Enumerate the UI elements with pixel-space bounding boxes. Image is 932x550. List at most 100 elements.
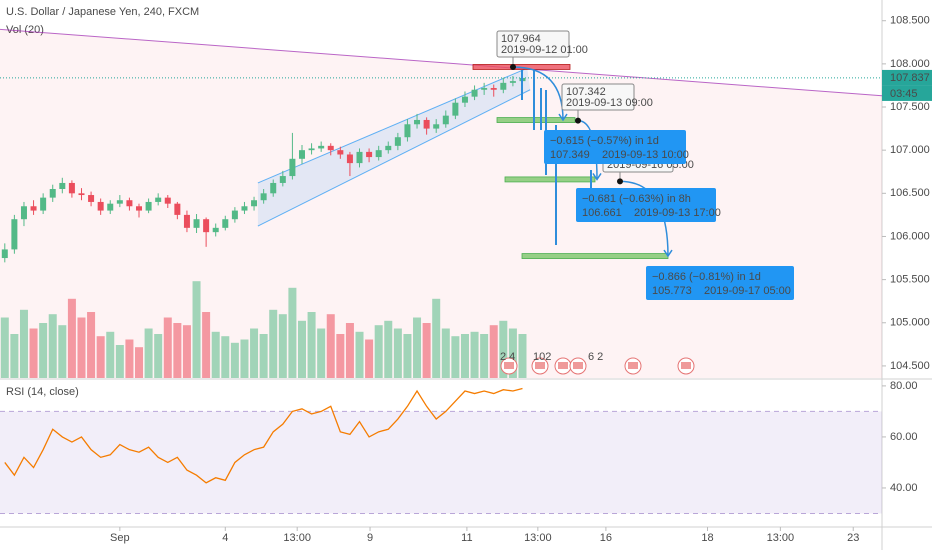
- candle-body: [337, 150, 344, 155]
- candle-body: [1, 249, 8, 259]
- volume-bar: [192, 281, 201, 378]
- x-tick-label: 9: [367, 532, 373, 544]
- volume-bar: [269, 309, 278, 378]
- candle-body: [11, 219, 18, 250]
- projection-price: 107.349: [550, 149, 590, 161]
- countdown-box: [882, 85, 932, 101]
- volume-bar: [0, 317, 9, 378]
- volume-bar: [250, 328, 259, 378]
- candle-body: [126, 200, 133, 207]
- candle-body: [404, 124, 411, 138]
- volume-bar: [96, 336, 105, 378]
- x-tick-label: 16: [600, 532, 612, 544]
- rsi-title: RSI (14, close): [6, 386, 79, 398]
- volume-bar: [278, 314, 287, 378]
- candle-body: [193, 219, 200, 228]
- candle-body: [452, 102, 459, 116]
- chart-title: U.S. Dollar / Japanese Yen, 240, FXCM: [6, 6, 199, 18]
- candle-body: [366, 151, 373, 158]
- volume-bar: [230, 342, 239, 378]
- arrow-head: [592, 173, 602, 181]
- y-tick-label: 80.00: [890, 380, 918, 392]
- volume-bar: [182, 325, 191, 378]
- event-label: 6 2: [588, 351, 603, 363]
- pin-box: [561, 83, 635, 111]
- x-tick-label: 13:00: [283, 532, 311, 544]
- countdown: 03:45: [890, 88, 918, 100]
- candle-body: [298, 150, 305, 159]
- candle-body: [260, 193, 267, 201]
- pin-date: 2019-09-13 09:00: [566, 97, 653, 109]
- event-flag: [573, 362, 583, 369]
- x-tick-label: 18: [701, 532, 713, 544]
- candle-body: [461, 96, 468, 103]
- candle-body: [423, 119, 430, 129]
- candle-body: [183, 214, 190, 228]
- candle-body: [241, 206, 248, 211]
- volume-bar: [202, 312, 211, 378]
- volume-bar: [499, 320, 508, 378]
- volume-bar: [297, 320, 306, 378]
- channel-fill: [257, 68, 531, 227]
- volume-bar: [374, 325, 383, 378]
- pin-point: [510, 63, 516, 70]
- candle-body: [78, 193, 85, 196]
- volume-bar: [39, 323, 48, 378]
- candle-body: [97, 201, 104, 211]
- volume-bar: [29, 328, 38, 378]
- event-flag: [628, 362, 638, 369]
- candle-body: [270, 182, 277, 194]
- event-flag: [535, 362, 545, 369]
- volume-bar: [518, 334, 527, 378]
- candle-body: [308, 148, 315, 151]
- y-tick-label: 106.500: [890, 187, 930, 199]
- rsi-band: [0, 411, 882, 514]
- volume-bar: [77, 317, 86, 378]
- x-tick-label: 13:00: [767, 532, 795, 544]
- y-tick-label: 108.500: [890, 15, 930, 27]
- volume-bar: [87, 312, 96, 378]
- projection-change: −0.866 (−0.81%) in 1d: [652, 271, 761, 283]
- candle-body: [318, 145, 325, 149]
- volume-bar: [144, 328, 153, 378]
- volume-bar: [432, 298, 441, 378]
- arrow-head: [558, 113, 568, 122]
- volume-bar: [403, 334, 412, 378]
- volume-bar: [355, 331, 364, 378]
- volume-bar: [135, 347, 144, 378]
- volume-bar: [10, 334, 19, 378]
- volume-bar: [211, 331, 220, 378]
- volume-bar: [317, 328, 326, 378]
- volume-bar: [451, 336, 460, 378]
- pin-point: [575, 117, 581, 124]
- projection-box: [576, 188, 716, 222]
- y-tick-label: 106.000: [890, 230, 930, 242]
- pin-price: 107.964: [501, 33, 541, 45]
- candle-body: [222, 219, 229, 228]
- y-tick-label: 105.500: [890, 274, 930, 286]
- candle-body: [471, 89, 478, 97]
- candle-body: [385, 145, 392, 151]
- candle-body: [394, 137, 401, 146]
- projection-box: [544, 130, 686, 164]
- volume-bar: [326, 314, 335, 378]
- candle-body: [68, 182, 75, 194]
- volume-bar: [67, 298, 76, 378]
- candle-body: [145, 201, 152, 211]
- volume-bar: [240, 339, 249, 378]
- volume-bar: [480, 334, 489, 378]
- volume-bar: [106, 331, 115, 378]
- y-tick-label: 60.00: [890, 431, 918, 443]
- candle-body: [346, 154, 353, 164]
- candle-body: [251, 200, 258, 207]
- candle-body: [212, 227, 219, 233]
- pin-price: 107.342: [566, 86, 606, 98]
- candle-body: [116, 200, 123, 204]
- candle-body: [327, 145, 334, 151]
- candle-body: [30, 206, 37, 211]
- rsi-pane: [0, 380, 882, 527]
- candle-body: [289, 158, 296, 177]
- event-flag: [558, 362, 568, 369]
